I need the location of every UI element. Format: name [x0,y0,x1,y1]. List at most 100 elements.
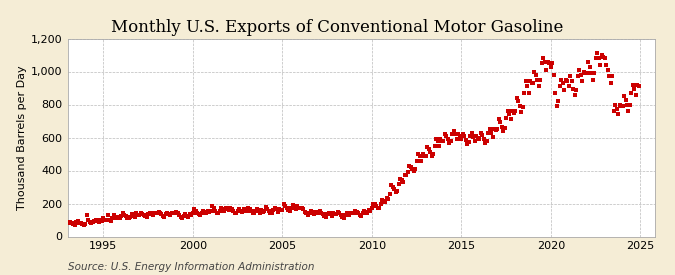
Point [386,183,397,188]
Point [524,79,535,84]
Point [586,71,597,75]
Point [292,204,302,208]
Point [431,137,441,141]
Point [624,102,635,107]
Point [198,209,209,213]
Point [146,212,157,216]
Point [517,105,528,109]
Point [458,132,468,136]
Point [616,104,626,108]
Point [231,211,242,216]
Y-axis label: Thousand Barrels per Day: Thousand Barrels per Day [17,65,27,210]
Point [610,102,620,107]
Point [142,212,153,216]
Point [71,220,82,225]
Point [302,213,313,217]
Point [510,109,520,113]
Point [304,210,315,215]
Point [562,79,572,84]
Point [114,216,125,221]
Point [182,214,192,218]
Point [480,141,491,145]
Point [465,134,476,138]
Point [225,205,236,210]
Point [258,210,269,214]
Point [280,204,291,208]
Point [423,147,434,151]
Point [489,127,500,131]
Point [350,209,361,213]
Point [373,205,383,210]
Point [405,165,416,169]
Point [204,210,215,214]
Point [508,111,519,115]
Point [189,207,200,211]
Point [438,139,449,143]
Point [148,210,159,215]
Point [400,172,410,177]
Point [159,214,170,219]
Point [103,213,113,217]
Point [429,144,440,148]
Point [78,223,89,227]
Point [383,196,394,201]
Point [608,109,619,113]
Point [537,61,547,65]
Point [599,56,610,60]
Point [507,109,518,113]
Point [433,144,444,148]
Point [575,73,586,77]
Point [605,81,616,85]
Point [88,220,99,225]
Point [131,211,142,216]
Point [513,99,524,103]
Point [592,51,603,56]
Point [217,207,228,211]
Point [353,211,364,216]
Point [518,91,529,95]
Point [414,153,425,158]
Point [559,87,570,92]
Point [190,209,201,213]
Point [411,158,422,163]
Point [152,211,163,216]
Point [471,134,482,138]
Point [614,102,625,107]
Point [299,210,310,214]
Point [568,87,578,91]
Point [83,218,94,222]
Point [477,133,487,137]
Point [541,68,552,72]
Point [402,170,413,174]
Point [275,208,286,212]
Point [487,134,498,139]
Point [122,215,132,220]
Point [462,142,472,146]
Point [331,212,342,216]
Point [262,207,273,211]
Point [230,210,240,215]
Point [119,213,130,217]
Point [141,214,152,219]
Point [165,213,176,217]
Point [89,219,100,223]
Point [360,210,371,214]
Point [539,60,550,65]
Point [271,207,281,211]
Point [535,78,546,82]
Point [82,213,92,217]
Point [107,216,117,221]
Point [493,117,504,122]
Point [629,87,640,91]
Point [156,212,167,216]
Point [174,213,185,217]
Point [533,84,544,89]
Point [137,212,148,216]
Point [253,209,264,213]
Point [68,222,79,226]
Point [288,203,298,207]
Point [109,213,119,217]
Point [572,74,583,79]
Point [323,210,334,215]
Point [603,74,614,79]
